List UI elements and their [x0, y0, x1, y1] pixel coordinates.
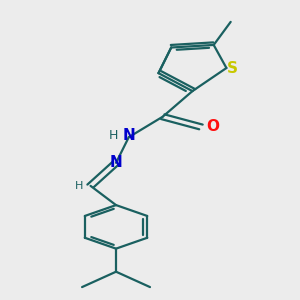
Text: H: H — [109, 129, 119, 142]
Text: S: S — [227, 61, 238, 76]
Text: N: N — [110, 155, 122, 170]
Text: O: O — [206, 119, 219, 134]
Text: N: N — [122, 128, 135, 143]
Text: H: H — [74, 181, 83, 191]
